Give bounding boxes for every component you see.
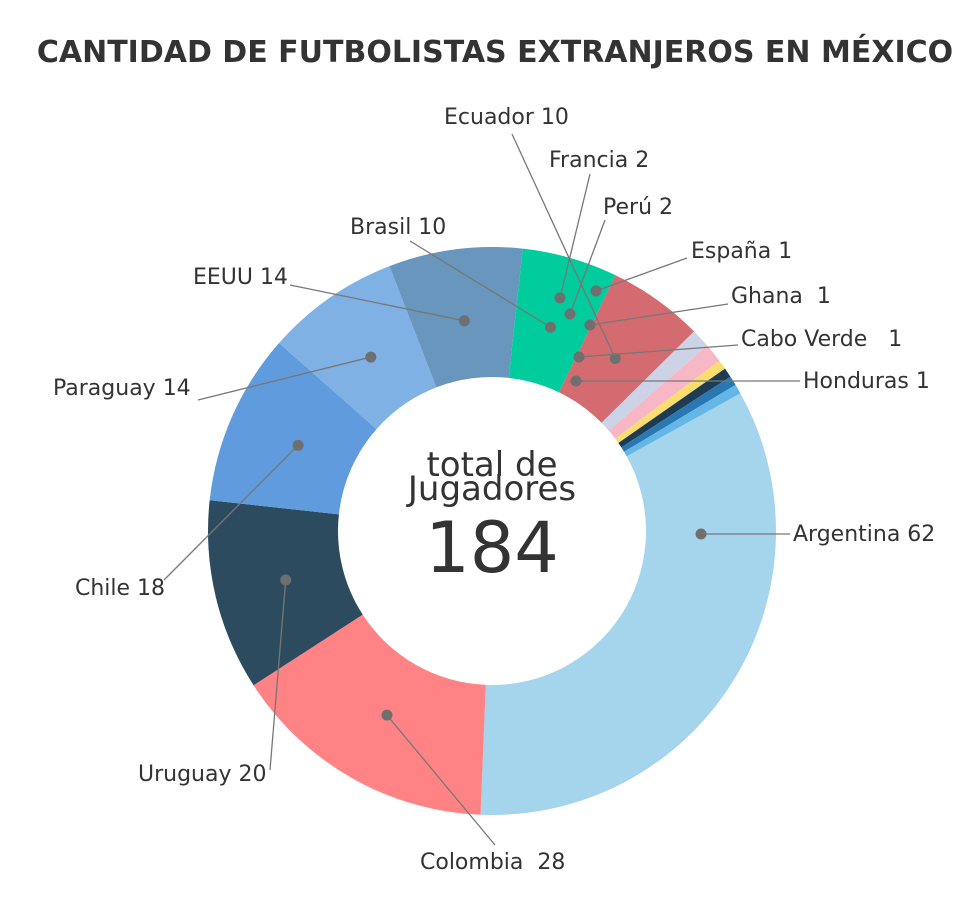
label-argentina: Argentina 62 [793, 522, 935, 547]
label-perú: Perú 2 [603, 195, 673, 220]
slice-brasil [508, 248, 616, 393]
leader-dot [381, 709, 393, 721]
slice-argentina [480, 393, 776, 815]
slice-ecuador [558, 275, 695, 423]
slice-uruguay [207, 500, 363, 686]
leader-dot [573, 351, 585, 363]
leader-dot [609, 353, 621, 365]
label-honduras: Honduras 1 [803, 369, 930, 394]
label-chile: Chile 18 [75, 576, 165, 601]
label-ecuador: Ecuador 10 [444, 105, 569, 130]
center-label-line2: Jugadores [406, 469, 576, 509]
slice-cabo [621, 376, 736, 452]
leader-dot [280, 574, 292, 586]
leader-line [595, 257, 688, 292]
leader-line [409, 240, 551, 328]
label-paraguay: Paraguay 14 [53, 376, 191, 401]
label-uruguay: Uruguay 20 [138, 762, 267, 787]
label-ghana: Ghana 1 [731, 284, 831, 309]
leader-line [559, 173, 591, 299]
label-brasil: Brasil 10 [350, 215, 446, 240]
leader-line [589, 303, 729, 326]
leader-line [578, 344, 739, 358]
slice-perú [608, 345, 720, 439]
center-total: 184 [425, 507, 559, 589]
leader-dot [584, 319, 596, 331]
slice-eeuu [389, 247, 523, 388]
leader-dot [458, 315, 470, 327]
label-francia: Francia 2 [549, 148, 649, 173]
leader-dot [544, 321, 556, 333]
label-cabo: Cabo Verde 1 [741, 327, 902, 352]
leader-line [511, 133, 616, 359]
label-españa: España 1 [691, 239, 792, 264]
leader-dot [570, 375, 582, 387]
leader-dot [554, 292, 566, 304]
leader-lines [163, 133, 800, 846]
leader-line [269, 579, 287, 771]
leader-line [197, 356, 371, 401]
center-label-line1: total de [426, 445, 557, 485]
label-colombia: Colombia 28 [420, 850, 565, 875]
slice-labels: Argentina 62 Colombia 28 Uruguay 20 Chile 1… [53, 105, 935, 875]
leader-line [569, 219, 606, 315]
slice-ghana [618, 368, 731, 448]
leader-line [163, 444, 299, 581]
slice-honduras [624, 384, 741, 457]
leader-dot [365, 351, 377, 363]
leader-line [386, 714, 496, 846]
leader-dot [695, 528, 707, 540]
chart-title: CANTIDAD DE FUTBOLISTAS EXTRANJEROS EN M… [37, 34, 953, 70]
label-eeuu: EEUU 14 [193, 265, 288, 290]
slice-chile [209, 343, 377, 515]
leader-dot [590, 285, 602, 297]
leader-dot [292, 439, 304, 451]
leader-dot [564, 308, 576, 320]
leader-line [289, 284, 465, 322]
